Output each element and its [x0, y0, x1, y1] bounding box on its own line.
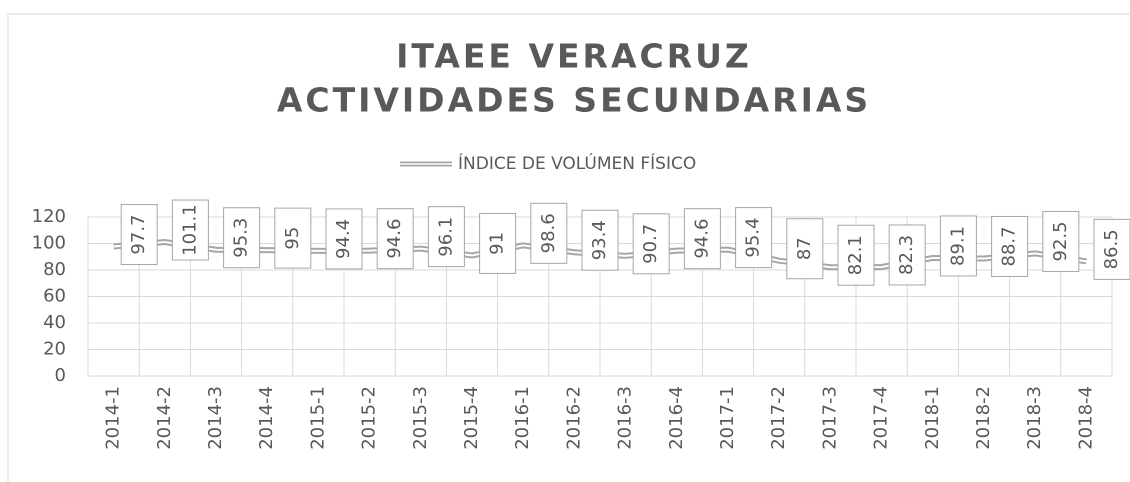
- data-label-box: [325, 208, 363, 270]
- data-label: 89.1: [947, 226, 968, 266]
- data-label-box: [735, 207, 773, 269]
- y-tick-label: 100: [32, 233, 66, 254]
- data-label: 97.7: [128, 215, 149, 255]
- x-tick-label: 2018-3: [1024, 386, 1045, 450]
- data-label-box: [274, 207, 312, 269]
- data-label-box: [171, 199, 209, 261]
- data-label-box: [786, 218, 824, 280]
- x-tick-label: 2017-4: [871, 386, 892, 450]
- x-tick-label: 2016-4: [666, 386, 687, 450]
- data-label: 95.4: [743, 218, 764, 258]
- data-label-box: [991, 215, 1029, 277]
- x-tick-label: 2014-3: [205, 386, 226, 450]
- data-label-box: [632, 213, 670, 275]
- y-tick-label: 120: [32, 206, 66, 227]
- data-label: 93.4: [589, 220, 610, 260]
- x-tick-label: 2015-2: [359, 386, 380, 450]
- data-label: 96.1: [435, 217, 456, 257]
- chart-frame: [7, 13, 1130, 482]
- data-label: 87: [794, 237, 815, 260]
- x-tick-label: 2018-4: [1075, 386, 1096, 450]
- data-label: 101.1: [179, 204, 200, 256]
- x-tick-label: 2016-1: [512, 386, 533, 450]
- data-label: 82.1: [845, 235, 866, 275]
- data-label: 95.3: [231, 218, 252, 258]
- legend-label: ÍNDICE DE VOLÚMEN FÍSICO: [458, 152, 696, 174]
- x-tick-label: 2016-3: [615, 386, 636, 450]
- x-tick-label: 2016-2: [563, 386, 584, 450]
- data-label: 94.6: [384, 219, 405, 259]
- data-label-box: [683, 208, 721, 270]
- data-label-box: [939, 215, 977, 277]
- chart-title: ACTIVIDADES SECUNDARIAS: [277, 81, 871, 120]
- x-tick-label: 2015-3: [410, 386, 431, 450]
- data-label-box: [376, 208, 414, 270]
- data-label: 90.7: [640, 224, 661, 264]
- data-label-box: [1042, 210, 1080, 272]
- data-label: 98.6: [538, 213, 559, 253]
- y-tick-label: 80: [43, 259, 66, 280]
- x-tick-label: 2014-4: [256, 386, 277, 450]
- data-label: 95: [282, 227, 303, 250]
- data-label: 94.6: [691, 219, 712, 259]
- x-tick-label: 2015-4: [461, 386, 482, 450]
- data-label-box: [1093, 218, 1130, 280]
- data-label-box: [888, 224, 926, 286]
- x-tick-label: 2014-2: [154, 386, 175, 450]
- y-tick-label: 60: [43, 286, 66, 307]
- x-tick-label: 2017-2: [768, 386, 789, 450]
- data-label: 82.3: [896, 235, 917, 275]
- data-label-box: [479, 212, 517, 274]
- data-label: 92.5: [1050, 221, 1071, 261]
- data-label: 91: [487, 232, 508, 255]
- data-label: 94.4: [333, 219, 354, 259]
- data-label-box: [530, 202, 568, 264]
- x-tick-label: 2014-1: [103, 386, 124, 450]
- x-tick-label: 2015-1: [307, 386, 328, 450]
- chart-title: ITAEE VERACRUZ: [396, 37, 752, 76]
- data-label-box: [837, 224, 875, 286]
- data-label: 88.7: [999, 226, 1020, 266]
- y-tick-label: 40: [43, 312, 66, 333]
- y-tick-label: 20: [43, 339, 66, 360]
- x-tick-label: 2018-1: [922, 386, 943, 450]
- data-label-box: [223, 207, 261, 269]
- data-label-box: [581, 209, 619, 271]
- data-label: 86.5: [1101, 229, 1122, 269]
- data-label-box: [427, 206, 465, 268]
- x-tick-label: 2017-1: [717, 386, 738, 450]
- x-tick-label: 2018-2: [973, 386, 994, 450]
- data-label-box: [120, 204, 158, 266]
- x-tick-label: 2017-3: [819, 386, 840, 450]
- y-tick-label: 0: [55, 365, 66, 386]
